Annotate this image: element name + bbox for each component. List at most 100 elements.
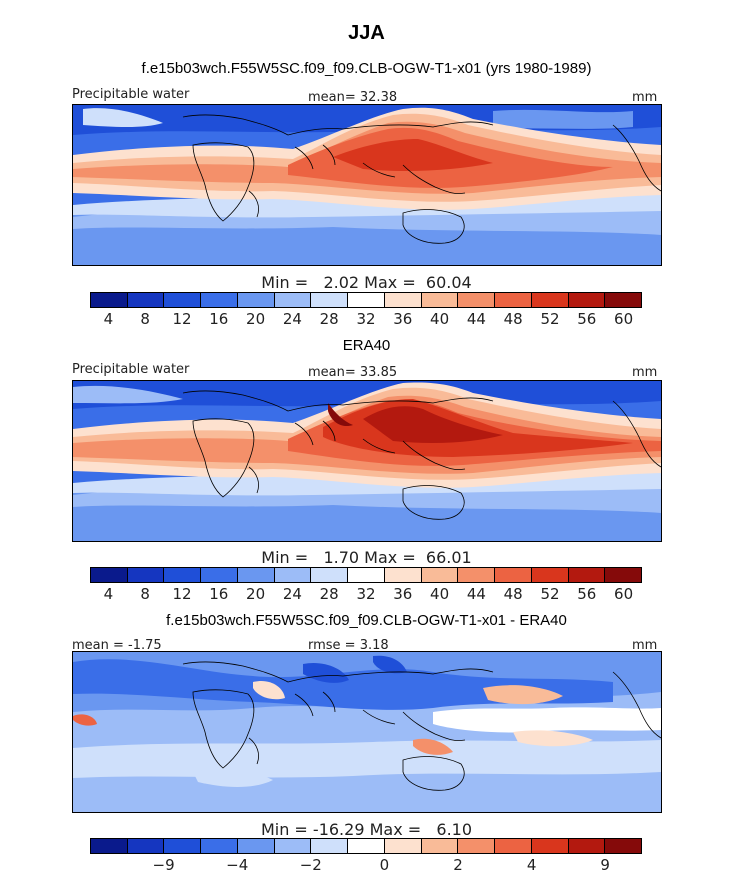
colorbar-swatch	[164, 839, 202, 853]
panel-2-minmax: Min = 1.70 Max = 66.01	[261, 548, 472, 567]
colorbar-swatch	[201, 839, 238, 853]
colorbar-tick-label: 48	[503, 310, 523, 328]
colorbar-swatch	[274, 293, 312, 307]
colorbar-swatch	[495, 839, 532, 853]
colorbar-swatch	[164, 568, 202, 582]
colorbar-tick-label: 24	[282, 310, 302, 328]
colorbar-swatch	[164, 293, 202, 307]
colorbar-swatch	[237, 839, 275, 853]
colorbar-tick-label: 60	[614, 585, 634, 603]
panel-1-units: mm	[632, 90, 658, 105]
figure-title: JJA	[348, 22, 385, 44]
panel-2-colorbar-ticks: 4 8 12 16 20 24 28 32 36 40 44 48 52 56 60	[90, 585, 642, 603]
panel-2-colorbar	[90, 567, 642, 583]
colorbar-swatch	[421, 839, 459, 853]
colorbar-swatch	[201, 293, 238, 307]
panel-3-heading: f.e15b03wch.F55W5SC.f09_f09.CLB-OGW-T1-x…	[166, 612, 567, 629]
colorbar-swatch	[311, 568, 349, 582]
colorbar-swatch	[237, 293, 275, 307]
colorbar-tick-label: 44	[466, 310, 486, 328]
colorbar-tick-label: 12	[172, 585, 192, 603]
colorbar-tick-label: 8	[140, 310, 150, 328]
colorbar-swatch	[495, 293, 532, 307]
colorbar-swatch	[531, 293, 569, 307]
colorbar-swatch	[311, 293, 349, 307]
colorbar-swatch	[201, 568, 238, 582]
colorbar-tick-label: 9	[600, 856, 610, 874]
colorbar-tick-label: 40	[430, 585, 450, 603]
panel-1-colorbar	[90, 292, 642, 308]
colorbar-tick-label: 40	[430, 310, 450, 328]
panel-1-colorbar-ticks: 4 8 12 16 20 24 28 32 36 40 44 48 52 56 60	[90, 310, 642, 328]
colorbar-swatch	[568, 568, 606, 582]
colorbar-swatch	[311, 839, 349, 853]
colorbar-tick-label: 2	[453, 856, 463, 874]
colorbar-swatch	[384, 568, 422, 582]
panel-1-minmax: Min = 2.02 Max = 60.04	[261, 273, 472, 292]
colorbar-tick-label: 36	[393, 310, 413, 328]
colorbar-tick-label: 32	[356, 310, 376, 328]
colorbar-swatch	[421, 293, 459, 307]
colorbar-tick-label: 36	[393, 585, 413, 603]
colorbar-swatch	[91, 839, 128, 853]
colorbar-swatch	[605, 839, 642, 853]
colorbar-swatch	[348, 568, 385, 582]
colorbar-swatch	[237, 568, 275, 582]
colorbar-swatch	[458, 293, 496, 307]
colorbar-tick-label: 60	[614, 310, 634, 328]
colorbar-swatch	[531, 839, 569, 853]
panel-3-mean-label: mean = -1.75	[72, 638, 162, 653]
colorbar-tick-label: 4	[526, 856, 537, 874]
colorbar-swatch	[91, 293, 128, 307]
colorbar-swatch	[421, 568, 459, 582]
colorbar-tick-label: 28	[319, 585, 339, 603]
colorbar-tick-label: 4	[103, 585, 114, 603]
colorbar-swatch	[495, 568, 532, 582]
colorbar-swatch	[605, 293, 642, 307]
panel-3-units: mm	[632, 638, 658, 653]
colorbar-tick-label: 28	[319, 310, 339, 328]
colorbar-tick-label: 0	[379, 856, 390, 874]
panel-2-mean-label: mean= 33.85	[308, 365, 398, 380]
colorbar-tick-label: 8	[140, 585, 150, 603]
colorbar-tick-label: 52	[540, 310, 560, 328]
panel-2-left-label: Precipitable water	[72, 362, 190, 377]
colorbar-swatch	[274, 839, 312, 853]
colorbar-swatch	[384, 293, 422, 307]
colorbar-swatch	[531, 568, 569, 582]
colorbar-swatch	[348, 839, 385, 853]
colorbar-swatch	[127, 839, 165, 853]
colorbar-swatch	[127, 568, 165, 582]
colorbar-tick-label: 48	[503, 585, 523, 603]
colorbar-tick-label: 44	[466, 585, 486, 603]
colorbar-swatch	[568, 839, 606, 853]
colorbar-swatch	[91, 568, 128, 582]
colorbar-tick-label: 20	[246, 585, 266, 603]
colorbar-tick-label: 20	[246, 310, 266, 328]
colorbar-tick-label: 24	[282, 585, 302, 603]
panel-1-map	[72, 104, 662, 266]
panel-2-heading: ERA40	[342, 337, 391, 354]
panel-1-mean-label: mean= 32.38	[308, 90, 398, 105]
panel-3-rmse-label: rmse = 3.18	[308, 638, 389, 653]
colorbar-tick-label: 56	[577, 585, 597, 603]
colorbar-tick-label: 52	[540, 585, 560, 603]
colorbar-swatch	[458, 568, 496, 582]
colorbar-swatch	[605, 568, 642, 582]
colorbar-tick-label: 16	[209, 310, 229, 328]
colorbar-swatch	[568, 293, 606, 307]
panel-2-field	[73, 381, 661, 541]
panel-3-map	[72, 651, 662, 813]
colorbar-swatch	[127, 293, 165, 307]
panel-1-heading: f.e15b03wch.F55W5SC.f09_f09.CLB-OGW-T1-x…	[141, 60, 592, 77]
colorbar-tick-label: 12	[172, 310, 192, 328]
colorbar-swatch	[458, 839, 496, 853]
panel-2-map	[72, 380, 662, 542]
panel-3-colorbar	[90, 838, 642, 854]
colorbar-tick-label: 56	[577, 310, 597, 328]
panel-1-left-label: Precipitable water	[72, 87, 190, 102]
panel-1-field	[73, 105, 661, 265]
panel-3-colorbar-ticks: −9 −4 −2 0 2 4 9	[90, 856, 642, 874]
panel-3-field	[73, 652, 661, 812]
colorbar-tick-label: 16	[209, 585, 229, 603]
